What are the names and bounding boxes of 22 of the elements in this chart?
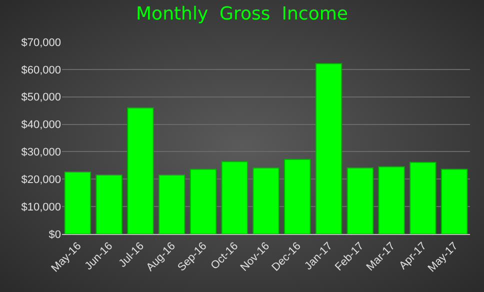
bar <box>127 107 154 234</box>
y-tick-label: $50,000 <box>21 92 61 104</box>
bar <box>96 174 122 234</box>
bar <box>252 167 280 234</box>
bar <box>378 166 405 234</box>
bar <box>346 167 374 234</box>
chart-title: Monthly Gross Income <box>136 3 348 24</box>
y-tick-label: $20,000 <box>21 174 61 186</box>
bar <box>410 162 436 234</box>
y-tick-label: $10,000 <box>21 201 61 214</box>
bar <box>284 158 311 234</box>
y-tick-label: $60,000 <box>21 64 61 76</box>
bar <box>64 172 92 234</box>
bar <box>190 168 217 234</box>
y-tick-label: $70,000 <box>21 36 61 49</box>
bar <box>440 168 468 234</box>
y-tick-label: $40,000 <box>21 119 61 132</box>
y-tick-label: $30,000 <box>21 146 61 159</box>
bar <box>315 63 342 234</box>
bar <box>221 161 248 234</box>
bar <box>158 174 186 234</box>
y-tick-label: $0 <box>48 228 61 241</box>
